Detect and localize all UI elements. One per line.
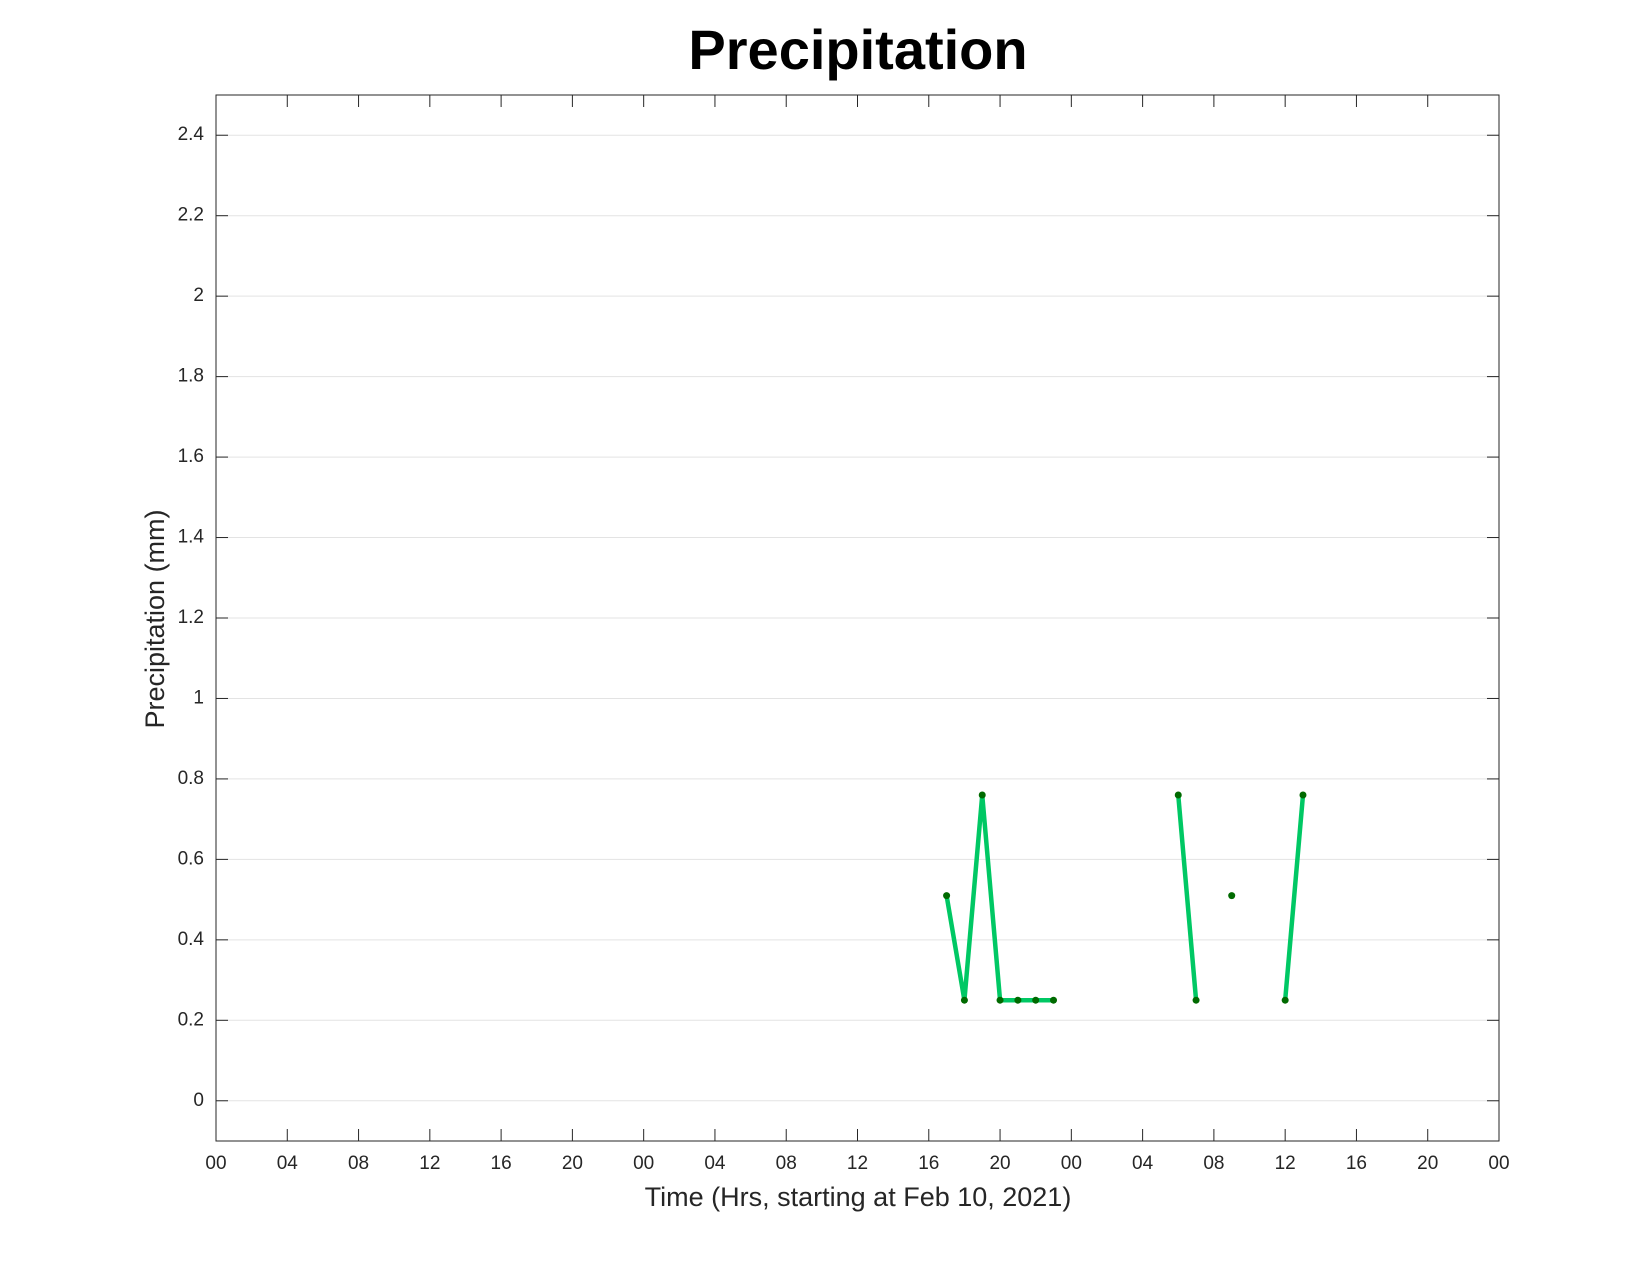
y-tick-label: 2.4 [178,124,205,145]
y-tick-label: 2.2 [178,205,204,226]
y-tick-label: 2 [193,285,204,306]
y-tick-label: 1.2 [178,607,204,628]
data-point [1174,791,1182,799]
x-tick-label: 00 [1061,1153,1082,1174]
data-point [1299,791,1307,799]
y-tick-label: 0.4 [178,929,205,950]
x-tick-label: 12 [419,1153,440,1174]
data-point [1014,996,1022,1004]
x-tick-label: 00 [205,1153,226,1174]
x-tick-label: 16 [918,1153,939,1174]
chart-title: Precipitation [688,18,1027,81]
data-point [1050,996,1058,1004]
x-tick-label: 20 [1417,1153,1438,1174]
x-tick-label: 08 [776,1153,797,1174]
x-tick-label: 04 [704,1153,726,1174]
x-tick-label: 16 [491,1153,512,1174]
y-tick-label: 0.6 [178,848,204,869]
data-point [978,791,986,799]
plot-frame [215,94,1500,1142]
y-tick-label: 0.2 [178,1009,204,1030]
y-tick-label: 1.8 [178,366,204,387]
data-line [944,792,1306,1003]
data-point [943,892,951,900]
y-tick-label: 0.8 [178,768,204,789]
x-tick-label: 20 [562,1153,583,1174]
y-tick-label: 1 [193,687,204,708]
data-point [960,996,968,1004]
data-point [1228,892,1236,900]
data-point [1192,996,1200,1004]
x-tick-label: 12 [847,1153,868,1174]
data-point [996,996,1004,1004]
x-tick-label: 04 [277,1153,299,1174]
data-point [1281,996,1289,1004]
x-tick-label: 00 [633,1153,654,1174]
x-tick-label: 16 [1346,1153,1367,1174]
data-point [1032,996,1040,1004]
y-tick-label: 1.6 [178,446,204,467]
x-axis-label: Time (Hrs, starting at Feb 10, 2021) [645,1182,1072,1212]
x-tick-label: 08 [1203,1153,1224,1174]
y-tick-label: 1.4 [178,527,205,548]
y-tick-label: 0 [193,1090,204,1111]
x-tick-label: 04 [1132,1153,1154,1174]
y-axis-label: Precipitation (mm) [140,509,170,728]
x-tick-label: 08 [348,1153,369,1174]
x-tick-label: 12 [1275,1153,1296,1174]
x-tick-label: 00 [1488,1153,1509,1174]
x-tick-label: 20 [989,1153,1010,1174]
